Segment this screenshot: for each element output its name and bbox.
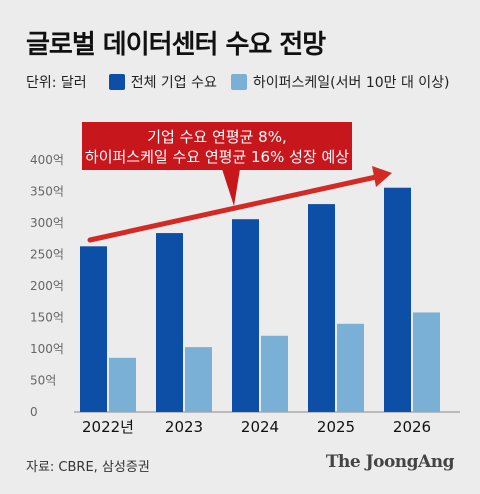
y-tick-label: 250억 xyxy=(30,248,64,262)
y-tick-label: 150억 xyxy=(30,311,64,325)
legend-item-hyperscale: 하이퍼스케일(서버 10만 대 이상) xyxy=(230,72,450,92)
y-tick-label: 0 xyxy=(30,405,38,419)
y-tick-label: 50억 xyxy=(30,374,56,388)
legend-item-total: 전체 기업 수요 xyxy=(108,72,217,92)
x-tick-label: 2023 xyxy=(165,418,203,436)
annotation-box xyxy=(82,122,352,170)
y-tick-label: 200억 xyxy=(30,279,64,293)
trend-arrow-head xyxy=(372,166,392,187)
legend-swatch-total xyxy=(108,74,125,90)
bar-total xyxy=(308,204,335,412)
bar-hyperscale xyxy=(413,312,440,412)
legend-label-hyperscale: 하이퍼스케일(서버 10만 대 이상) xyxy=(252,75,450,91)
bar-total xyxy=(80,246,107,412)
y-tick-label: 350억 xyxy=(30,185,64,199)
bar-total xyxy=(156,233,183,412)
bar-hyperscale xyxy=(337,323,364,412)
x-tick-label: 2026 xyxy=(393,418,431,436)
bar-total xyxy=(384,187,411,412)
bar-hyperscale xyxy=(185,347,212,412)
chart-title: 글로벌 데이터센터 수요 전망 xyxy=(26,30,326,60)
annotation-line-1: 기업 수요 연평균 8%, xyxy=(147,128,286,146)
legend-swatch-hyperscale xyxy=(230,74,247,90)
legend-label-total: 전체 기업 수요 xyxy=(130,75,217,91)
x-tick-label: 2025 xyxy=(317,418,355,436)
unit-label: 단위: 달러 xyxy=(26,75,87,91)
x-tick-label: 2022년 xyxy=(82,418,134,436)
y-tick-label: 100억 xyxy=(30,342,64,356)
legend: 단위: 달러 전체 기업 수요 하이퍼스케일(서버 10만 대 이상) xyxy=(26,72,466,92)
trend-arrow-line xyxy=(87,174,379,243)
bar-hyperscale xyxy=(109,357,136,412)
bar-total xyxy=(232,219,259,412)
annotation-line-2: 하이퍼스케일 수요 연평균 16% 성장 예상 xyxy=(85,148,349,166)
source-note: 자료: CBRE, 삼성증권 xyxy=(26,460,150,475)
annotation-pointer xyxy=(222,169,240,206)
y-tick-label: 300억 xyxy=(30,216,64,230)
bar-hyperscale xyxy=(261,335,288,412)
y-tick-label: 400억 xyxy=(30,153,64,167)
x-tick-label: 2024 xyxy=(241,418,279,436)
brand-logo: The JoongAng xyxy=(325,452,455,472)
